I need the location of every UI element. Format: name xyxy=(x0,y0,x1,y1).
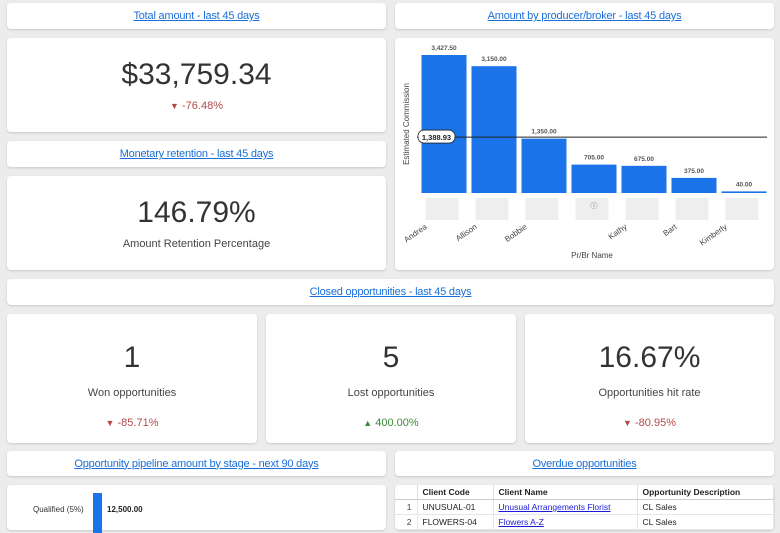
bar[interactable] xyxy=(471,66,517,193)
trend-down-icon: ▼ xyxy=(623,417,632,428)
lost-change: ▲ 400.00% xyxy=(363,417,418,429)
column-header-client-name[interactable]: Client Name xyxy=(493,485,638,500)
client-name-link[interactable]: Flowers A-Z xyxy=(498,517,544,527)
opportunity-description-cell: CL Sales xyxy=(637,499,774,515)
bar-value-label: 675.00 xyxy=(634,156,654,163)
hit-rate-label: Opportunities hit rate xyxy=(598,386,701,399)
client-name-link[interactable]: Unusual Arrangements Florist xyxy=(498,502,611,512)
x-tick-label: Kathy xyxy=(607,222,629,241)
bar[interactable] xyxy=(421,55,467,193)
x-tick-label: Bart xyxy=(661,222,679,238)
bar[interactable] xyxy=(721,191,767,193)
hit-rate-change-text: -80.95% xyxy=(635,416,676,429)
redacted-avatar-placeholder xyxy=(525,198,559,220)
opportunity-description-cell: CL Sales xyxy=(637,514,774,530)
overdue-link[interactable]: Overdue opportunities xyxy=(532,457,637,470)
column-header-opportunity-description[interactable]: Opportunity Description xyxy=(637,485,774,500)
redacted-avatar-placeholder xyxy=(675,198,709,220)
pipeline-stage-label: Qualified (5%) xyxy=(33,505,84,514)
x-tick-label: Allison xyxy=(454,222,478,243)
total-amount-change: ▼ -76.48% xyxy=(170,100,223,112)
pipeline-header: Opportunity pipeline amount by stage - n… xyxy=(7,451,386,476)
client-name-cell: Unusual Arrangements Florist xyxy=(493,499,638,515)
overdue-header: Overdue opportunities xyxy=(395,451,774,476)
redacted-avatar-placeholder xyxy=(425,198,459,220)
y-axis-label: Estimated Commission xyxy=(402,83,411,165)
bar-value-label: 40.00 xyxy=(736,181,753,188)
hit-rate-card: 16.67% Opportunities hit rate ▼ -80.95% xyxy=(525,314,774,443)
hit-rate-change: ▼ -80.95% xyxy=(623,417,676,429)
won-label: Won opportunities xyxy=(87,386,177,399)
client-code-cell: UNUSUAL-01 xyxy=(417,499,494,515)
redacted-avatar-placeholder xyxy=(725,198,759,220)
lost-value: 5 xyxy=(382,340,400,374)
producer-chart-card: Estimated Commission 3,427.50 Andrea 3,150.… xyxy=(395,38,774,270)
x-tick-label: Andrea xyxy=(402,222,429,244)
bar-value-label: 375.00 xyxy=(684,168,704,175)
producer-bar-chart: Estimated Commission 3,427.50 Andrea 3,150.… xyxy=(402,45,767,260)
pipeline-chart-card: Qualified (5%) 12,500.00 xyxy=(7,485,386,533)
retention-value: 146.79% xyxy=(137,196,256,229)
row-number-header xyxy=(395,485,418,500)
table-row[interactable]: 2 FLOWERS-04 Flowers A-Z CL Sales xyxy=(395,514,774,530)
total-amount-card: $33,759.34 ▼ -76.48% xyxy=(7,38,386,132)
bar-value-label: 3,150.00 xyxy=(481,56,507,63)
trend-down-icon: ▼ xyxy=(170,101,179,111)
bar[interactable] xyxy=(521,138,567,193)
bar[interactable] xyxy=(671,177,717,193)
column-header-client-code[interactable]: Client Code xyxy=(417,485,494,500)
total-amount-header: Total amount - last 45 days xyxy=(7,3,386,29)
total-amount-value: $33,759.34 xyxy=(121,58,272,91)
hit-rate-value: 16.67% xyxy=(598,340,701,374)
overdue-table-card: Client Code Client Name Opportunity Desc… xyxy=(395,485,774,530)
client-name-cell: Flowers A-Z xyxy=(493,514,638,530)
won-card: 1 Won opportunities ▼ -85.71% xyxy=(7,314,257,443)
won-value: 1 xyxy=(123,340,141,374)
bar-value-label: 705.00 xyxy=(584,155,604,162)
retention-card: 146.79% Amount Retention Percentage xyxy=(7,176,386,270)
trend-down-icon: ▼ xyxy=(105,417,115,428)
redacted-avatar-placeholder xyxy=(475,198,509,220)
closed-opportunities-link[interactable]: Closed opportunities - last 45 days xyxy=(309,286,472,298)
won-change: ▼ -85.71% xyxy=(106,417,159,429)
bar-value-label: 3,427.50 xyxy=(431,45,457,52)
pipeline-link[interactable]: Opportunity pipeline amount by stage - n… xyxy=(74,457,319,470)
bar[interactable] xyxy=(621,165,667,193)
trend-up-icon: ▲ xyxy=(363,417,373,428)
info-icon: ⓘ xyxy=(591,202,598,210)
closed-opportunities-header: Closed opportunities - last 45 days xyxy=(7,279,774,305)
lost-label: Lost opportunities xyxy=(347,386,435,399)
x-tick-label: Kimberly xyxy=(698,222,729,247)
bar[interactable] xyxy=(571,164,617,193)
table-header-row: Client Code Client Name Opportunity Desc… xyxy=(395,485,774,500)
redacted-avatar-placeholder xyxy=(625,198,659,220)
pipeline-bar-value: 12,500.00 xyxy=(107,505,143,514)
table-row[interactable]: 1 UNUSUAL-01 Unusual Arrangements Floris… xyxy=(395,499,774,515)
redacted-avatar-placeholder xyxy=(575,198,609,220)
monetary-retention-header: Monetary retention - last 45 days xyxy=(7,141,386,167)
row-number: 2 xyxy=(395,514,418,530)
x-tick-label: Bobbie xyxy=(503,222,529,244)
row-number: 1 xyxy=(395,499,418,515)
retention-label: Amount Retention Percentage xyxy=(122,238,271,250)
x-axis-label: Pr/Br Name xyxy=(571,251,613,260)
bar-value-label: 1,350.00 xyxy=(531,129,557,136)
lost-change-text: 400.00% xyxy=(375,416,419,429)
amount-by-producer-header: Amount by producer/broker - last 45 days xyxy=(395,3,774,29)
total-amount-change-text: -76.48% xyxy=(182,100,223,112)
client-code-cell: FLOWERS-04 xyxy=(417,514,494,530)
overdue-table: Client Code Client Name Opportunity Desc… xyxy=(395,485,774,530)
lost-card: 5 Lost opportunities ▲ 400.00% xyxy=(266,314,516,443)
won-change-text: -85.71% xyxy=(117,416,159,429)
average-label-badge xyxy=(417,129,456,144)
average-label: 1,388.93 xyxy=(422,133,451,142)
total-amount-link[interactable]: Total amount - last 45 days xyxy=(133,10,260,22)
monetary-retention-link[interactable]: Monetary retention - last 45 days xyxy=(119,148,274,160)
pipeline-bar[interactable] xyxy=(93,493,102,533)
amount-by-producer-link[interactable]: Amount by producer/broker - last 45 days xyxy=(487,10,682,22)
